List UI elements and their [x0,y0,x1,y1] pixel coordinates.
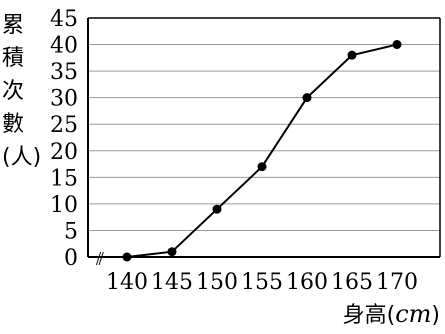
y-tick-label: 30 [50,87,78,112]
x-axis-label-text: 身高 [343,303,387,328]
y-tick-label: 15 [50,166,78,191]
data-points [122,40,402,262]
y-tick-label: 45 [50,7,78,32]
data-point [302,93,312,103]
x-tick-labels: 140 145 150 155 160 165 170 [106,270,418,295]
y-tick-label: 20 [50,140,78,165]
x-tick-label: 145 [151,270,193,295]
x-tick-label: 155 [241,270,283,295]
y-axis-label-char: 積 [2,46,24,71]
axes [87,17,441,258]
y-axis-label-char: 次 [2,79,24,104]
data-point [392,40,402,50]
grid-lines [88,44,440,231]
y-tick-label: 40 [50,34,78,59]
y-tick-label: 25 [50,113,78,138]
data-point [167,247,177,257]
y-axis-label-char: 數 [2,112,24,137]
data-point [347,50,357,60]
data-point [122,252,132,262]
x-tick-label: 170 [376,270,418,295]
y-axis-label-char: 累 [2,13,24,38]
data-point [257,162,267,172]
x-axis-label-open: ( [387,303,396,328]
x-tick-label: 165 [331,270,373,295]
x-axis-label-unit: cm [395,300,431,328]
y-tick-label: 0 [64,246,78,271]
y-axis-label-char: (人) [2,145,41,170]
x-axis-label: 身高(cm) [343,300,440,328]
axis-break-mark: ⫽ [95,249,104,270]
x-axis-label-close: ) [431,303,440,328]
y-tick-label: 10 [50,193,78,218]
x-tick-label: 140 [106,270,148,295]
x-tick-label: 160 [286,270,328,295]
y-tick-label: 5 [64,219,78,244]
data-point [212,204,222,214]
x-tick-label: 150 [196,270,238,295]
y-tick-label: 35 [50,60,78,85]
